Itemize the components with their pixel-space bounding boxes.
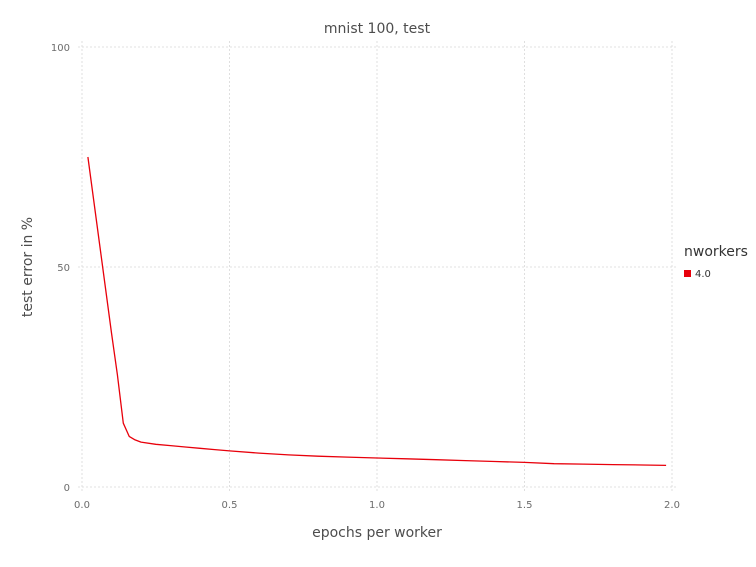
legend-entry-label: 4.0: [695, 269, 711, 280]
x-tick-label: 0.0: [74, 500, 90, 511]
x-tick-label: 2.0: [664, 500, 680, 511]
chart-title: mnist 100, test: [324, 21, 431, 37]
legend: nworkers 4.0: [684, 244, 748, 280]
x-tick-label: 1.0: [369, 500, 385, 511]
y-tick-label: 0: [64, 483, 70, 494]
x-tick-label: 0.5: [222, 500, 238, 511]
legend-swatch: [684, 270, 691, 277]
x-axis-label: epochs per worker: [312, 525, 442, 541]
series-layer: [87, 156, 667, 467]
y-tick-label: 50: [57, 263, 70, 274]
series-line-4.0: [87, 156, 667, 467]
grid: [78, 41, 676, 493]
y-axis-label: test error in %: [20, 217, 36, 317]
x-tick-label: 1.5: [517, 500, 533, 511]
tick-labels: 0.0 0.5 1.0 1.5 2.0 0 50 100: [51, 43, 680, 511]
legend-title: nworkers: [684, 244, 748, 260]
y-tick-label: 100: [51, 43, 70, 54]
